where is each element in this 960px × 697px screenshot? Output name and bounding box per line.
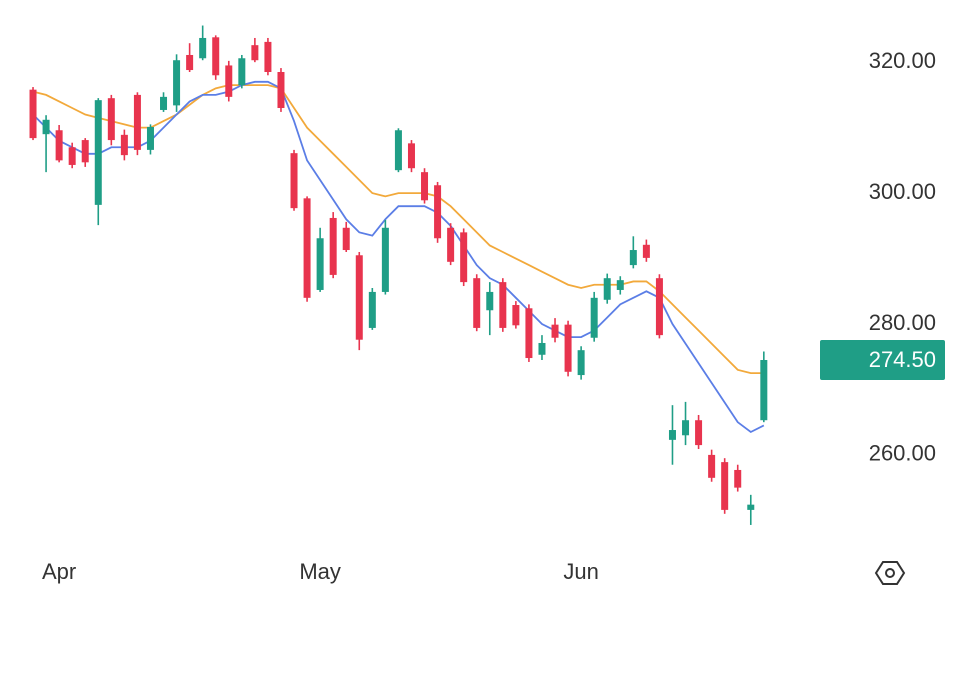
x-tick-label: Apr	[42, 559, 76, 584]
candle-body	[160, 96, 168, 110]
candle-body	[355, 255, 363, 340]
candle-body	[381, 227, 389, 292]
candle-body	[603, 278, 611, 300]
candle-body	[133, 94, 141, 150]
candle-body	[668, 430, 676, 440]
candle-body	[760, 360, 768, 421]
candle-body	[525, 308, 533, 359]
candle-body	[303, 198, 311, 298]
candle-body	[368, 291, 376, 328]
icon-hexagon	[874, 561, 906, 585]
candle-body	[186, 54, 194, 71]
candle-body	[173, 60, 181, 106]
candle-body	[551, 324, 559, 338]
y-tick-label: 260.00	[869, 441, 936, 466]
candle-body	[421, 172, 429, 201]
candle-body	[434, 185, 442, 239]
candle-body	[734, 469, 742, 488]
candle-body	[68, 147, 76, 165]
candle-body	[642, 244, 650, 258]
candle-body	[329, 217, 337, 275]
candle-body	[616, 280, 624, 290]
last-price-tag	[820, 340, 945, 380]
candle-body	[407, 143, 415, 169]
candle-body	[264, 41, 272, 72]
candle-body	[538, 342, 546, 355]
candle-body	[342, 227, 350, 251]
candle-body	[94, 100, 102, 205]
candle-body	[447, 227, 455, 262]
settings-icon[interactable]	[874, 561, 906, 585]
candle-body	[695, 420, 703, 446]
x-tick-label: Jun	[563, 559, 598, 584]
y-tick-label: 300.00	[869, 179, 936, 204]
candle-body	[590, 297, 598, 338]
candle-body	[473, 278, 481, 328]
candle-body	[199, 37, 207, 59]
moving-average-line	[32, 84, 764, 374]
candle-body	[120, 134, 128, 156]
moving-average-line	[32, 80, 765, 434]
y-tick-label: 280.00	[869, 310, 936, 335]
candle-body	[708, 454, 716, 478]
candle-body	[29, 89, 37, 139]
candle-body	[499, 282, 507, 328]
candle-body	[290, 153, 298, 209]
candle-body	[316, 238, 324, 290]
candle-body	[251, 45, 259, 61]
candle-body	[655, 278, 663, 336]
candle-body	[277, 72, 285, 108]
candle-body	[460, 232, 468, 283]
candle-body	[682, 420, 690, 436]
candle-body	[629, 250, 637, 266]
candle-body	[107, 98, 115, 141]
candle-body	[747, 504, 755, 510]
candle-body	[721, 462, 729, 510]
candle-body	[394, 130, 402, 171]
candle-body	[212, 37, 220, 76]
candle-body	[238, 58, 246, 86]
candle-body	[512, 305, 520, 326]
candle-body	[146, 126, 154, 150]
y-tick-label: 320.00	[869, 48, 936, 73]
candle-body	[81, 140, 89, 163]
x-tick-label: May	[299, 559, 341, 584]
candle-body	[42, 119, 50, 135]
candle-body	[486, 291, 494, 311]
candle-body	[564, 324, 572, 372]
candle-body	[225, 65, 233, 97]
candle-body	[55, 130, 63, 161]
last-price-label: 274.50	[869, 347, 936, 372]
icon-circle	[885, 568, 895, 578]
candle-body	[577, 350, 585, 376]
